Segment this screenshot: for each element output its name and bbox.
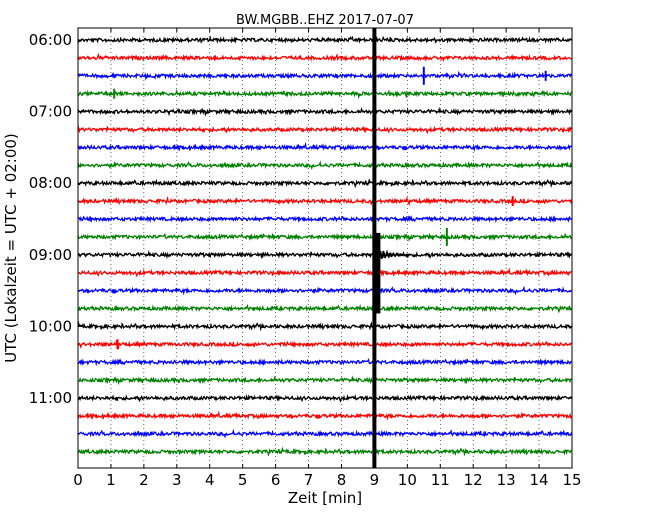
trace-group [77,35,573,457]
x-tick-label: 14 [530,471,549,489]
trace-line [78,195,573,207]
y-tick-label: 06:00 [29,31,72,49]
trace-line [77,70,573,81]
x-tick-label: 0 [73,471,83,489]
y-tick-label: 07:00 [29,103,72,121]
x-tick-label: 4 [205,471,215,489]
y-tick-label: 09:00 [29,246,72,264]
trace-line [77,339,572,350]
trace-line [77,446,572,457]
x-axis-ticks: 0 1 2 3 4 5 6 7 8 9 10 11 12 13 14 15 [73,28,582,489]
trace-line [77,232,573,243]
trace-line [77,410,573,421]
plot-frame [77,27,573,469]
x-tick-label: 1 [106,471,116,489]
y-tick-label: 11:00 [29,389,72,407]
trace-line [77,177,572,189]
event-group [113,28,547,468]
trace-line [77,375,572,386]
trace-line [77,52,572,63]
chart-title: BW.MGBB..EHZ 2017-07-07 [236,13,414,28]
x-tick-label: 6 [271,471,281,489]
trace-line [77,285,573,296]
x-tick-label: 2 [139,471,149,489]
x-tick-label: 13 [497,471,516,489]
grid-lines [110,28,540,468]
trace-line [77,215,573,224]
y-axis-label: UTC (Lokalzeit = UTC + 02:00) [2,133,20,363]
trace-line [77,125,572,135]
trace-line [77,321,572,332]
x-tick-label: 11 [431,471,450,489]
trace-line [77,88,572,100]
trace-line [77,303,573,314]
x-tick-label: 10 [398,471,417,489]
x-tick-label: 15 [562,471,581,489]
x-tick-label: 7 [304,471,314,489]
x-tick-label: 5 [238,471,248,489]
trace-line [77,106,573,117]
x-tick-label: 3 [172,471,182,489]
x-tick-label: 12 [464,471,483,489]
trace-line [77,428,573,439]
y-tick-label: 10:00 [29,317,72,335]
x-axis-label: Zeit [min] [288,489,362,507]
x-tick-label: 9 [370,471,380,489]
x-tick-label: 8 [337,471,347,489]
y-tick-label: 08:00 [29,174,72,192]
trace-line [78,357,572,367]
y-axis-ticks: 06:00 07:00 08:00 09:00 10:00 11:00 [29,31,572,407]
trace-line [77,35,573,45]
trace-line [77,393,573,403]
event-thick-band [372,232,381,314]
trace-line [77,249,573,260]
trace-line [77,142,572,153]
trace-line [77,160,573,171]
trace-line [77,267,572,278]
